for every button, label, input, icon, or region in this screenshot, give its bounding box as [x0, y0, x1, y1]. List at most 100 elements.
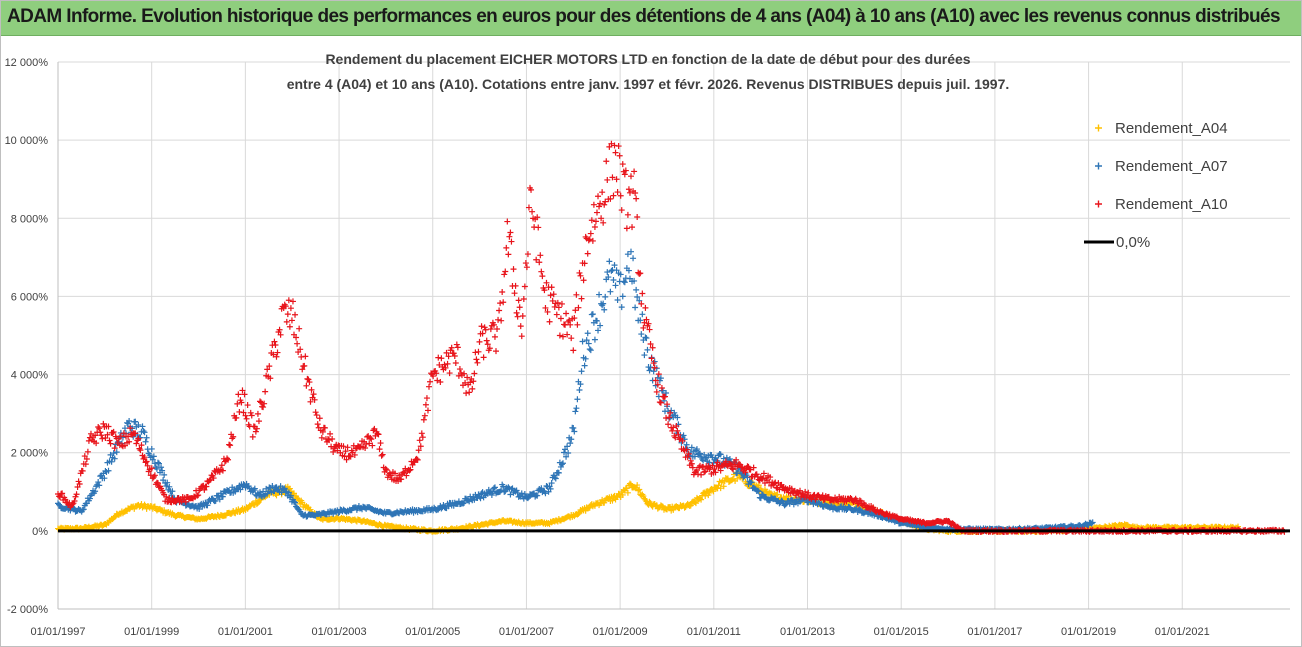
- point-Rendement_A07: [287, 492, 294, 499]
- point-Rendement_A10: [648, 355, 655, 362]
- point-Rendement_A10: [225, 456, 232, 463]
- gridlines: [57, 61, 1290, 610]
- point-Rendement_A10: [364, 433, 371, 440]
- point-Rendement_A10: [500, 299, 507, 306]
- point-Rendement_A07: [219, 493, 226, 500]
- point-Rendement_A10: [264, 366, 271, 373]
- point-Rendement_A10: [611, 142, 618, 149]
- point-Rendement_A07: [559, 460, 566, 467]
- point-Rendement_A10: [820, 496, 827, 503]
- point-Rendement_A10: [470, 378, 477, 385]
- point-Rendement_A04: [702, 492, 709, 499]
- point-Rendement_A10: [321, 424, 328, 431]
- point-Rendement_A04: [636, 486, 643, 493]
- point-Rendement_A10: [430, 373, 437, 380]
- point-Rendement_A07: [285, 489, 292, 496]
- legend-item: 0,0%: [1084, 234, 1150, 251]
- point-Rendement_A07: [582, 355, 589, 362]
- point-Rendement_A07: [140, 428, 147, 435]
- point-Rendement_A07: [734, 469, 741, 476]
- point-Rendement_A04: [624, 489, 631, 496]
- point-Rendement_A10: [621, 171, 628, 178]
- point-Rendement_A10: [521, 283, 528, 290]
- point-Rendement_A07: [150, 453, 157, 460]
- point-Rendement_A10: [578, 295, 585, 302]
- point-Rendement_A10: [495, 316, 502, 323]
- point-Rendement_A10: [576, 269, 583, 276]
- point-Rendement_A10: [684, 453, 691, 460]
- point-Rendement_A10: [234, 400, 241, 407]
- point-Rendement_A10: [587, 230, 594, 237]
- point-Rendement_A10: [650, 360, 657, 367]
- point-Rendement_A10: [517, 323, 524, 330]
- point-Rendement_A07: [565, 450, 572, 457]
- point-Rendement_A07: [518, 490, 525, 497]
- point-Rendement_A07: [650, 368, 657, 375]
- point-Rendement_A07: [755, 488, 762, 495]
- point-Rendement_A07: [766, 497, 773, 504]
- point-Rendement_A10: [515, 297, 522, 304]
- point-Rendement_A04: [254, 499, 261, 506]
- point-Rendement_A07: [1089, 519, 1096, 526]
- y-tick-label: 10 000%: [5, 135, 49, 147]
- point-Rendement_A10: [629, 224, 636, 231]
- point-Rendement_A07: [614, 297, 621, 304]
- point-Rendement_A10: [247, 409, 254, 416]
- point-Rendement_A10: [376, 446, 383, 453]
- point-Rendement_A10: [135, 435, 142, 442]
- point-Rendement_A10: [480, 354, 487, 361]
- point-Rendement_A10: [316, 415, 323, 422]
- legend-item: Rendement_A04: [1095, 120, 1228, 137]
- point-Rendement_A10: [478, 323, 485, 330]
- point-Rendement_A10: [505, 251, 512, 258]
- point-Rendement_A10: [514, 313, 521, 320]
- point-Rendement_A07: [639, 311, 646, 318]
- point-Rendement_A10: [647, 341, 654, 348]
- point-Rendement_A10: [524, 251, 531, 258]
- point-Rendement_A07: [782, 501, 789, 508]
- point-Rendement_A10: [436, 361, 443, 368]
- point-Rendement_A10: [614, 189, 621, 196]
- point-Rendement_A10: [805, 489, 812, 496]
- point-Rendement_A10: [571, 315, 578, 322]
- point-Rendement_A10: [631, 168, 638, 175]
- point-Rendement_A10: [366, 440, 373, 447]
- point-Rendement_A07: [748, 479, 755, 486]
- point-Rendement_A10: [301, 362, 308, 369]
- point-Rendement_A07: [843, 507, 850, 514]
- point-Rendement_A10: [673, 422, 680, 429]
- point-Rendement_A10: [564, 331, 571, 338]
- point-Rendement_A10: [491, 333, 498, 340]
- point-Rendement_A10: [856, 497, 863, 504]
- point-Rendement_A10: [82, 461, 89, 468]
- point-Rendement_A10: [104, 431, 111, 438]
- point-Rendement_A07: [608, 267, 615, 274]
- point-Rendement_A10: [595, 193, 602, 200]
- point-Rendement_A10: [423, 395, 430, 402]
- point-Rendement_A10: [230, 433, 237, 440]
- point-Rendement_A10: [299, 366, 306, 373]
- point-Rendement_A10: [463, 390, 470, 397]
- point-Rendement_A10: [637, 270, 644, 277]
- point-Rendement_A10: [643, 316, 650, 323]
- point-Rendement_A10: [590, 201, 597, 208]
- point-Rendement_A10: [219, 467, 226, 474]
- point-Rendement_A10: [502, 268, 509, 275]
- point-Rendement_A10: [638, 300, 645, 307]
- point-Rendement_A10: [427, 378, 434, 385]
- series-Rendement_A07: [55, 248, 1096, 534]
- point-Rendement_A10: [473, 356, 480, 363]
- point-Rendement_A10: [669, 427, 676, 434]
- point-Rendement_A10: [534, 214, 541, 221]
- point-Rendement_A10: [497, 300, 504, 307]
- point-Rendement_A10: [310, 391, 317, 398]
- point-Rendement_A10: [434, 377, 441, 384]
- point-Rendement_A07: [121, 425, 128, 432]
- point-Rendement_A07: [488, 492, 495, 499]
- point-Rendement_A10: [482, 326, 489, 333]
- point-Rendement_A07: [212, 497, 219, 504]
- x-tick-label: 01/01/2019: [1061, 626, 1116, 638]
- point-Rendement_A07: [568, 436, 575, 443]
- point-Rendement_A10: [227, 442, 234, 449]
- point-Rendement_A07: [723, 454, 730, 461]
